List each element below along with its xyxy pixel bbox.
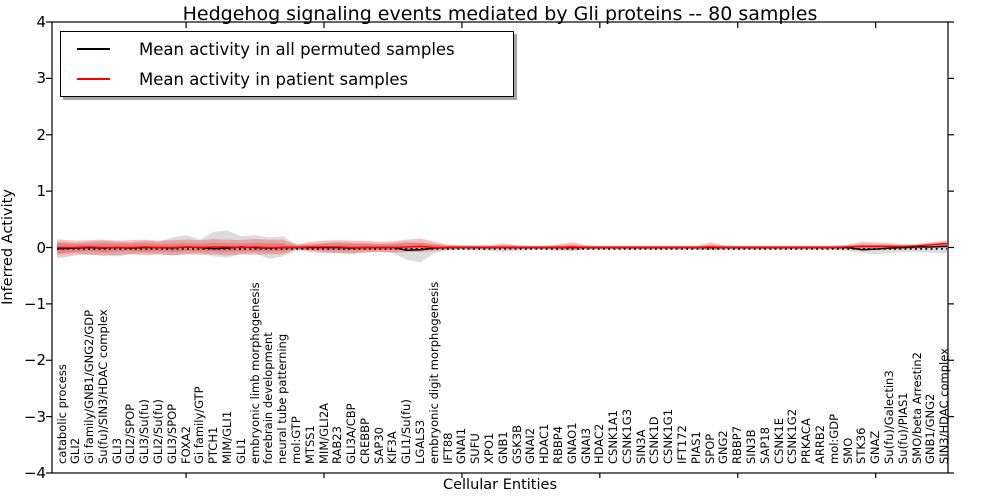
x-axis-title: Cellular Entities: [442, 477, 558, 493]
x-tick-label: mol:GDP: [826, 413, 841, 464]
x-tick-label: RAB23: [330, 426, 345, 464]
x-tick-label: PRKACA: [799, 418, 814, 464]
x-tick-label: CSNK1G1: [661, 408, 676, 464]
y-tick-label: −4: [23, 464, 46, 482]
x-tick-label: Gi family/GTP: [192, 386, 207, 464]
x-tick-label: GLI1: [233, 437, 248, 464]
legend-label-permuted: Mean activity in all permuted samples: [139, 39, 455, 59]
legend-label-patient: Mean activity in patient samples: [139, 69, 409, 89]
x-tick-label: GNAI1: [454, 427, 469, 464]
x-tick-label: catabolic process: [54, 364, 69, 464]
x-tick-label: GNAI2: [523, 427, 538, 464]
x-tick-label: MTSS1: [302, 425, 317, 464]
x-tick-label: PIAS1: [688, 431, 703, 464]
x-tick-label: SPOP: [702, 433, 717, 464]
x-tick-label: GNAO1: [564, 422, 579, 464]
x-tick-label: CREBBP: [357, 418, 372, 464]
x-tick-label: SMO/beta Arrestin2: [909, 352, 924, 464]
x-tick-label: XPO1: [482, 432, 496, 464]
x-tick-label: Su(fu)/PIAS1: [895, 392, 910, 464]
x-tick-label: forebrain development: [261, 332, 276, 464]
y-tick-label: 3: [36, 69, 46, 88]
y-axis-title: Inferred Activity: [0, 189, 16, 305]
y-tick-label: 0: [36, 238, 46, 257]
x-tick-label: GLI3A/CBP: [344, 403, 359, 464]
x-tick-label: MIM/GLI1: [219, 410, 234, 464]
x-tick-label: IFT172: [675, 425, 690, 464]
permuted-line-sample: [77, 48, 110, 50]
x-tick-label: GNG2: [716, 430, 731, 464]
x-tick-label: GLI2: [68, 437, 83, 464]
x-tick-label: IFT88: [440, 432, 455, 464]
y-tick-label: 2: [36, 125, 46, 144]
x-tick-label: GLI2/Su(fu): [151, 399, 166, 464]
x-tick-label: MIM/GLI2A: [316, 402, 331, 464]
x-tick-label: RBBP4: [550, 425, 565, 464]
x-tick-label: CSNK1A1: [606, 410, 621, 464]
x-tick-label: Gi family/GNB1/GNG2/GDP: [82, 309, 97, 464]
x-tick-label: mol:GTP: [288, 416, 303, 464]
x-tick-label: LGALS3: [413, 419, 428, 464]
chart-title: Hedgehog signaling events mediated by Gl…: [182, 3, 818, 25]
x-tick-label: Su(fu)/Galectin3: [881, 370, 896, 464]
legend-entry-permuted: Mean activity in all permuted samples: [61, 34, 513, 64]
x-tick-label: KIF3A: [385, 431, 400, 464]
y-tick-label: 4: [36, 13, 46, 31]
x-tick-label: GNB1: [495, 431, 510, 464]
x-tick-label: GLI3/SPOP: [164, 403, 179, 464]
x-tick-label: neural tube patterning: [275, 333, 290, 464]
x-tick-label: SIN3/HDAC complex: [937, 348, 952, 464]
x-tick-label: FOXA2: [178, 426, 193, 464]
x-tick-label: HDAC1: [537, 423, 552, 464]
x-tick-label: SMO: [840, 437, 855, 464]
x-tick-label: RBBP7: [730, 425, 745, 464]
x-tick-label: CSNK1D: [647, 416, 662, 464]
y-tick-label: −3: [23, 407, 46, 426]
x-tick-label: GLI1/Su(fu): [399, 399, 414, 464]
x-tick-label: CSNK1E: [771, 417, 786, 464]
x-tick-label: SAP18: [757, 427, 772, 464]
x-tick-label: ARRB2: [812, 424, 827, 464]
x-tick-label: GNB1/GNG2: [923, 393, 938, 464]
x-tick-label: SUFU: [468, 433, 483, 464]
y-tick-label: −2: [23, 351, 46, 370]
x-tick-label: PTCH1: [206, 426, 221, 464]
x-tick-label: HDAC2: [592, 423, 607, 464]
x-tick-label: STK36: [854, 427, 869, 465]
x-tick-label: GLI3/Su(fu): [137, 399, 152, 464]
y-tick-label: 1: [36, 182, 46, 201]
x-tick-label: embryonic digit morphogenesis: [426, 281, 441, 464]
x-tick-label: embryonic limb morphogenesis: [247, 282, 262, 464]
x-tick-label: GNAI3: [578, 427, 593, 464]
patient-mean-line: [57, 242, 947, 249]
x-tick-label: GSK3B: [509, 425, 524, 464]
permuted-samples-envelope: [57, 230, 947, 263]
legend: Mean activity in all permuted samples Me…: [60, 31, 514, 97]
y-tick-label: −1: [23, 294, 46, 313]
x-tick-label: CSNK1G2: [785, 408, 800, 464]
x-tick-label: GLI3: [109, 437, 124, 464]
x-tick-label: CSNK1G3: [619, 408, 634, 464]
x-tick-label: SIN3A: [633, 429, 648, 464]
x-tick-label: Su(fu)/SIN3/HDAC complex: [95, 309, 110, 464]
x-tick-label: GNAZ: [868, 430, 883, 464]
patient-line-sample: [77, 78, 110, 80]
x-tick-label: SAP30: [371, 427, 386, 464]
x-tick-label: SIN3B: [744, 429, 759, 465]
x-tick-label: GLI2/SPOP: [123, 403, 138, 464]
legend-entry-patient: Mean activity in patient samples: [61, 64, 513, 94]
